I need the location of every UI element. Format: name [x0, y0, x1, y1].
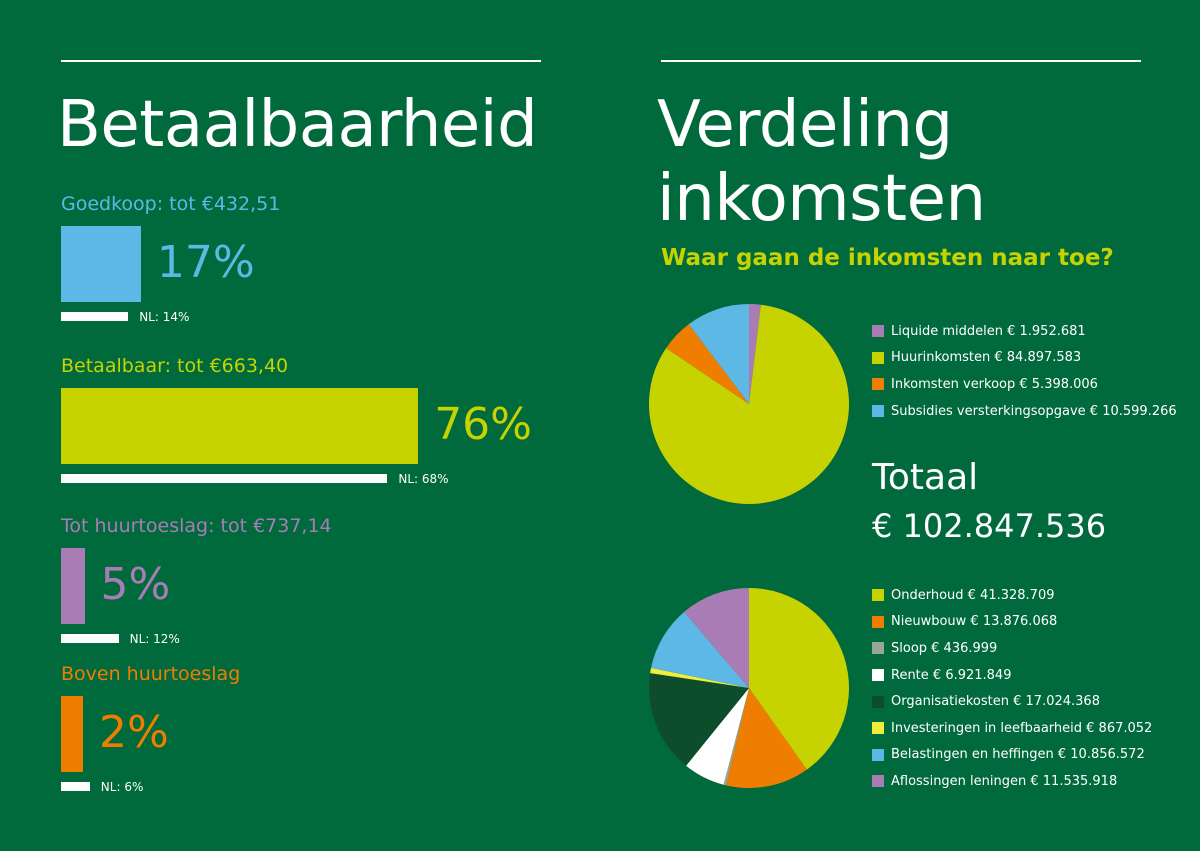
- category-label: Goedkoop: tot €432,51: [61, 193, 281, 215]
- category-label: Betaalbaar: tot €663,40: [61, 355, 289, 377]
- nl-reference-label: NL: 14%: [139, 310, 190, 324]
- legend-label: Huurinkomsten € 84.897.583: [891, 350, 1082, 366]
- legend-swatch: [872, 351, 884, 364]
- nl-reference-bar: [61, 782, 90, 791]
- legend-item: Onderhoud € 41.328.709: [872, 582, 1152, 609]
- category-percent: 76%: [434, 399, 532, 450]
- pie-slice: [648, 673, 749, 766]
- legend-swatch: [872, 589, 884, 602]
- legend-item: Belastingen en heffingen € 10.856.572: [872, 742, 1152, 769]
- legend-item: Organisatiekosten € 17.024.368: [872, 688, 1152, 715]
- category-percent: 2%: [99, 707, 169, 758]
- left-top-rule: [61, 60, 541, 62]
- pie-slice: [651, 611, 749, 688]
- nl-reference-label: NL: 68%: [398, 472, 449, 486]
- category-label: Tot huurtoeslag: tot €737,14: [61, 515, 332, 537]
- legend-swatch: [872, 325, 884, 338]
- verdeling-subtitle: Waar gaan de inkomsten naar toe?: [661, 245, 1114, 271]
- expenses-legend: Onderhoud € 41.328.709 Nieuwbouw € 13.876…: [872, 582, 1152, 795]
- legend-label: Belastingen en heffingen € 10.856.572: [891, 747, 1145, 763]
- income-pie-chart: [648, 304, 849, 504]
- legend-label: Organisatiekosten € 17.024.368: [891, 694, 1100, 710]
- legend-label: Liquide middelen € 1.952.681: [891, 323, 1086, 339]
- category-label: Boven huurtoeslag: [61, 663, 241, 685]
- legend-swatch: [872, 775, 884, 788]
- category-percent: 5%: [100, 559, 171, 610]
- legend-label: Onderhoud € 41.328.709: [891, 587, 1055, 603]
- pie-slice: [688, 304, 749, 404]
- legend-item: Rente € 6.921.849: [872, 662, 1152, 689]
- legend-label: Sloop € 436.999: [891, 640, 998, 656]
- category-bar: [61, 696, 83, 772]
- legend-swatch: [872, 748, 884, 761]
- legend-swatch: [872, 669, 884, 682]
- nl-reference-bar: [61, 634, 119, 643]
- pie-slice: [666, 324, 749, 404]
- expenses-pie-chart: [648, 588, 850, 788]
- legend-swatch: [872, 695, 884, 708]
- legend-item: Nieuwbouw € 13.876.068: [872, 609, 1152, 636]
- pie-slice: [726, 688, 807, 788]
- pie-slice: [684, 588, 749, 688]
- nl-reference-bar: [61, 312, 129, 321]
- legend-item: Sloop € 436.999: [872, 635, 1152, 662]
- verdeling-title-line2: inkomsten: [657, 162, 986, 236]
- pie-slice: [650, 667, 749, 688]
- income-legend: Liquide middelen € 1.952.681 Huurinkomste…: [872, 318, 1177, 424]
- category-bar: [61, 226, 141, 302]
- legend-item: Liquide middelen € 1.952.681: [872, 318, 1177, 345]
- legend-swatch: [872, 722, 884, 735]
- pie-slice: [723, 688, 749, 786]
- verdeling-title-line1: Verdeling: [657, 88, 953, 162]
- total-label: Totaal: [872, 457, 979, 498]
- legend-swatch: [872, 615, 884, 628]
- legend-label: Aflossingen leningen € 11.535.918: [891, 773, 1118, 789]
- nl-reference-label: NL: 12%: [129, 632, 180, 646]
- legend-label: Nieuwbouw € 13.876.068: [891, 614, 1058, 630]
- nl-reference-bar: [61, 474, 388, 483]
- betaalbaarheid-title: Betaalbaarheid: [57, 88, 538, 162]
- pie-slice: [648, 304, 849, 504]
- legend-item: Investeringen in leefbaarheid € 867.052: [872, 715, 1152, 742]
- category-bar: [61, 548, 85, 624]
- legend-item: Aflossingen leningen € 11.535.918: [872, 768, 1152, 795]
- legend-label: Subsidies versterkingsopgave € 10.599.26…: [891, 403, 1177, 419]
- nl-reference-label: NL: 6%: [100, 780, 144, 794]
- pie-slice: [749, 304, 761, 404]
- legend-swatch: [872, 378, 884, 391]
- legend-label: Inkomsten verkoop € 5.398.006: [891, 376, 1098, 392]
- legend-swatch: [872, 642, 884, 655]
- category-percent: 17%: [156, 237, 255, 288]
- total-value: € 102.847.536: [872, 507, 1107, 545]
- pie-slice: [686, 688, 749, 785]
- legend-label: Rente € 6.921.849: [891, 667, 1012, 683]
- category-bar: [61, 388, 419, 464]
- legend-item: Inkomsten verkoop € 5.398.006: [872, 371, 1177, 398]
- right-top-rule: [661, 60, 1141, 62]
- legend-item: Subsidies versterkingsopgave € 10.599.26…: [872, 398, 1177, 425]
- legend-item: Huurinkomsten € 84.897.583: [872, 345, 1177, 372]
- legend-label: Investeringen in leefbaarheid € 867.052: [891, 720, 1153, 736]
- legend-swatch: [872, 405, 884, 418]
- pie-slice: [749, 588, 850, 770]
